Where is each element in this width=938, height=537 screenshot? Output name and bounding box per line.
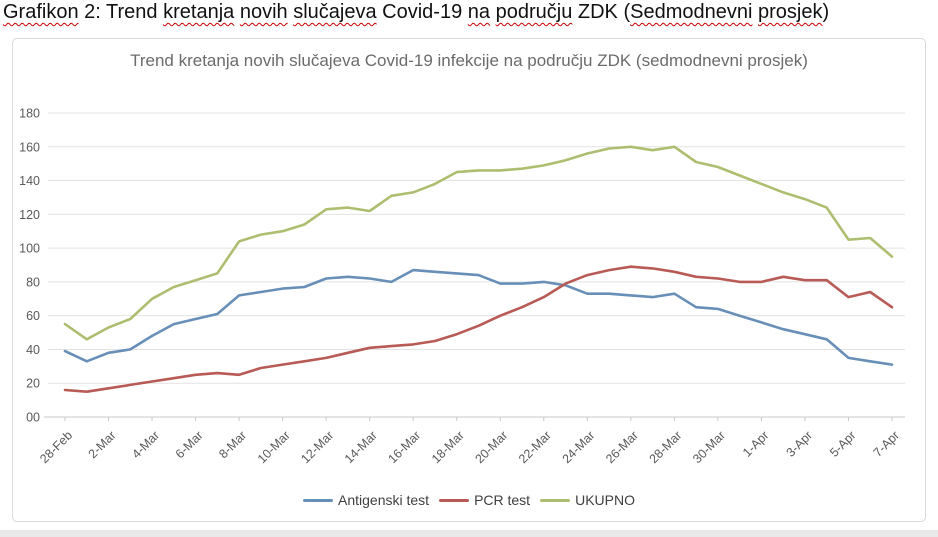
chart-plot: 180 160 140 120 100 80 60 40 20 00 28-Feb 2-Mar 4-Ma…: [19, 107, 905, 466]
y-axis-tick-label: 120: [19, 208, 40, 222]
series-line-antigenski-test: [63, 268, 894, 366]
y-axis-tick-label: 80: [26, 275, 40, 289]
chart-panel: 180 160 140 120 100 80 60 40 20 00 28-Feb 2-Mar 4-Ma…: [12, 38, 926, 522]
legend-line-swatch: [540, 498, 571, 502]
x-axis-tick-label: 2-Mar: [86, 428, 119, 461]
x-axis-tick-label: 1-Apr: [740, 428, 772, 460]
x-axis-tick-label: 7-Apr: [871, 428, 903, 460]
title-word: ZDK: [577, 1, 618, 23]
title-word: području: [495, 1, 573, 23]
legend-item-ukupno: UKUPNO: [540, 492, 635, 508]
series-line-pcr-test: [63, 265, 894, 394]
y-axis-tick-label: 100: [19, 242, 40, 256]
title-word: Covid-19: [382, 1, 463, 23]
y-axis-tick-label: 40: [26, 343, 40, 357]
y-axis-tick-label: 00: [26, 411, 40, 425]
legend-label: Antigenski test: [338, 492, 430, 508]
legend-label: UKUPNO: [575, 492, 635, 508]
y-axis-tick-label: 180: [19, 107, 40, 121]
x-axis-tick-label: 30-Mar: [690, 428, 728, 466]
title-word: novih: [239, 1, 288, 23]
title-word: Trend: [106, 1, 158, 23]
x-axis-tick-label: 5-Apr: [827, 428, 859, 460]
x-axis-tick-label: 26-Mar: [603, 428, 641, 466]
title-word: slučajeva: [293, 1, 377, 23]
x-axis-tick-label: 18-Mar: [429, 428, 467, 466]
y-axis-tick-label: 160: [19, 140, 40, 154]
y-axis-tick-label: 20: [26, 377, 40, 391]
x-axis-tick-label: 8-Mar: [216, 428, 249, 461]
x-axis-tick-label: 3-Apr: [784, 428, 816, 460]
x-axis-tick-label: 4-Mar: [129, 428, 162, 461]
x-axis-tick-label: 16-Mar: [385, 428, 423, 466]
title-word: 2:: [84, 1, 101, 23]
title-word: prosjek: [757, 1, 823, 23]
legend-line-swatch: [303, 498, 333, 502]
chart-legend: Antigenski test PCR test UKUPNO: [13, 492, 925, 508]
title-word: Grafikon: [3, 1, 79, 23]
x-axis-tick-label: 22-Mar: [516, 428, 554, 466]
legend-item-antigenski-test: Antigenski test: [303, 492, 429, 508]
title-word: Sedmodnevni: [630, 1, 753, 23]
y-axis-tick-label: 140: [19, 174, 40, 188]
x-axis-tick-label: 20-Mar: [472, 428, 510, 466]
page-bottom-edge: [0, 530, 938, 537]
legend-label: PCR test: [474, 492, 531, 508]
legend-item-pcr-test: PCR test: [439, 492, 530, 508]
x-axis-tick-label: 6-Mar: [173, 428, 206, 461]
series-line-ukupno: [63, 145, 894, 341]
page-title: Grafikon 2: Trend kretanja novih slučaje…: [3, 1, 830, 23]
title-word: kretanja: [163, 1, 235, 23]
x-axis-tick-label: 24-Mar: [560, 428, 598, 466]
title-word: na: [467, 1, 491, 23]
x-axis-tick-label: 14-Mar: [342, 428, 380, 466]
legend-line-swatch: [439, 498, 470, 502]
x-axis-tick-label: 10-Mar: [255, 428, 293, 466]
x-axis-tick-label: 28-Feb: [37, 428, 75, 466]
y-axis-tick-label: 60: [26, 309, 40, 323]
x-axis-tick-label: 12-Mar: [298, 428, 336, 466]
x-axis-tick-label: 28-Mar: [647, 428, 685, 466]
